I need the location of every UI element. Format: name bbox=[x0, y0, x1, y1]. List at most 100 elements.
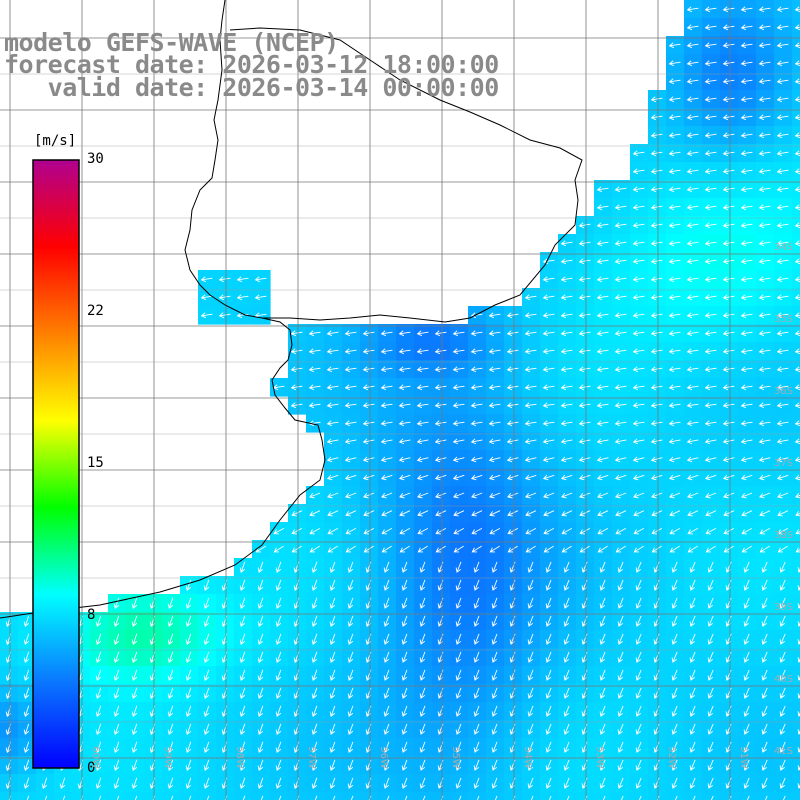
wind-arrow bbox=[759, 545, 770, 553]
wind-arrow bbox=[633, 492, 645, 499]
wind-arrow bbox=[722, 6, 735, 13]
wind-arrow bbox=[329, 687, 336, 699]
wind-arrow bbox=[308, 384, 321, 391]
wind-arrow bbox=[599, 723, 606, 735]
wind-arrow bbox=[704, 168, 717, 175]
wind-arrow bbox=[419, 777, 426, 789]
wind-arrow bbox=[419, 633, 426, 645]
wind-arrow bbox=[419, 723, 426, 735]
wind-cell bbox=[612, 792, 631, 800]
wind-arrow bbox=[311, 633, 318, 645]
wind-arrow bbox=[542, 366, 555, 373]
wind-cell bbox=[774, 792, 793, 800]
wind-arrow bbox=[329, 777, 336, 789]
wind-arrow bbox=[614, 438, 627, 445]
wind-arrow bbox=[452, 348, 465, 355]
wind-arrow bbox=[398, 348, 411, 355]
wind-arrow bbox=[722, 60, 735, 67]
wind-arrow bbox=[380, 330, 393, 337]
wind-direction-arrows bbox=[5, 6, 800, 800]
wind-arrow bbox=[597, 545, 608, 553]
wind-arrow bbox=[632, 240, 645, 247]
wind-arrow bbox=[308, 402, 321, 409]
wind-arrow bbox=[525, 510, 537, 517]
wind-arrow bbox=[596, 456, 609, 463]
wind-arrow bbox=[761, 633, 768, 645]
wind-arrow bbox=[545, 579, 552, 591]
wind-arrow bbox=[399, 545, 410, 553]
wind-arrow bbox=[506, 438, 519, 445]
wind-arrow bbox=[723, 527, 735, 535]
wind-arrow bbox=[740, 348, 753, 355]
wind-arrow bbox=[758, 42, 771, 49]
wind-arrow bbox=[779, 705, 786, 717]
wind-arrow bbox=[686, 96, 699, 103]
wind-cell bbox=[720, 792, 739, 800]
wind-arrow bbox=[453, 492, 465, 499]
wind-arrow bbox=[452, 420, 465, 427]
wind-arrow bbox=[383, 597, 390, 609]
wind-arrow bbox=[668, 348, 681, 355]
wind-arrow bbox=[671, 759, 678, 771]
wind-arrow bbox=[41, 777, 48, 790]
wind-arrow bbox=[707, 597, 714, 609]
wind-arrow bbox=[668, 150, 681, 157]
wind-arrow bbox=[740, 150, 753, 157]
wind-arrow bbox=[758, 168, 771, 175]
wind-arrow bbox=[488, 420, 501, 427]
wind-arrow bbox=[740, 114, 753, 121]
wind-arrow bbox=[632, 348, 645, 355]
wind-arrow bbox=[326, 366, 339, 373]
wind-arrow bbox=[779, 579, 786, 591]
wind-arrow bbox=[617, 741, 624, 753]
wind-arrow bbox=[650, 276, 663, 283]
wind-arrow bbox=[417, 527, 429, 535]
wind-arrow bbox=[401, 633, 408, 645]
wind-arrow bbox=[776, 78, 789, 85]
wind-arrow bbox=[650, 456, 663, 463]
wind-arrow bbox=[794, 150, 800, 157]
wind-arrow bbox=[704, 132, 717, 139]
wind-arrow bbox=[527, 723, 534, 735]
wind-arrow bbox=[758, 294, 771, 301]
wind-arrow bbox=[203, 777, 210, 789]
wind-arrow bbox=[632, 366, 645, 373]
wind-cell bbox=[792, 612, 800, 631]
wind-arrow bbox=[527, 687, 534, 699]
wind-cell bbox=[792, 756, 800, 775]
title-model: modelo GEFS-WAVE (NCEP) bbox=[4, 28, 339, 57]
wind-arrow bbox=[560, 294, 573, 301]
wind-arrow bbox=[113, 723, 120, 736]
wind-arrow bbox=[257, 687, 264, 699]
wind-arrow bbox=[525, 545, 536, 553]
wind-arrow bbox=[560, 474, 573, 481]
wind-arrow bbox=[167, 741, 174, 753]
wind-arrow bbox=[326, 438, 339, 445]
wind-arrow bbox=[776, 168, 789, 175]
wind-arrow bbox=[507, 492, 519, 499]
wind-arrow bbox=[131, 777, 138, 790]
wind-arrow bbox=[242, 795, 246, 800]
wind-arrow bbox=[455, 597, 462, 609]
wind-arrow bbox=[669, 527, 681, 535]
wind-arrow bbox=[650, 96, 663, 103]
latitude-label: 38S bbox=[774, 530, 794, 541]
wind-arrow bbox=[689, 741, 696, 753]
wind-arrow bbox=[398, 330, 411, 337]
wind-arrow bbox=[632, 456, 645, 463]
wind-arrow bbox=[704, 96, 717, 103]
wind-arrow bbox=[632, 474, 645, 481]
wind-arrow bbox=[545, 759, 552, 771]
latitude-label: 35S bbox=[774, 314, 794, 325]
wind-arrow bbox=[170, 795, 174, 800]
wind-arrow bbox=[686, 150, 699, 157]
wind-arrow bbox=[740, 168, 753, 175]
wind-arrow bbox=[401, 741, 408, 753]
wind-arrow bbox=[599, 597, 606, 609]
wind-arrow bbox=[578, 456, 591, 463]
wind-arrow bbox=[380, 456, 393, 463]
wind-arrow bbox=[635, 633, 642, 645]
wind-arrow bbox=[419, 759, 426, 771]
wind-arrow bbox=[728, 795, 732, 800]
wind-arrow bbox=[417, 510, 429, 517]
